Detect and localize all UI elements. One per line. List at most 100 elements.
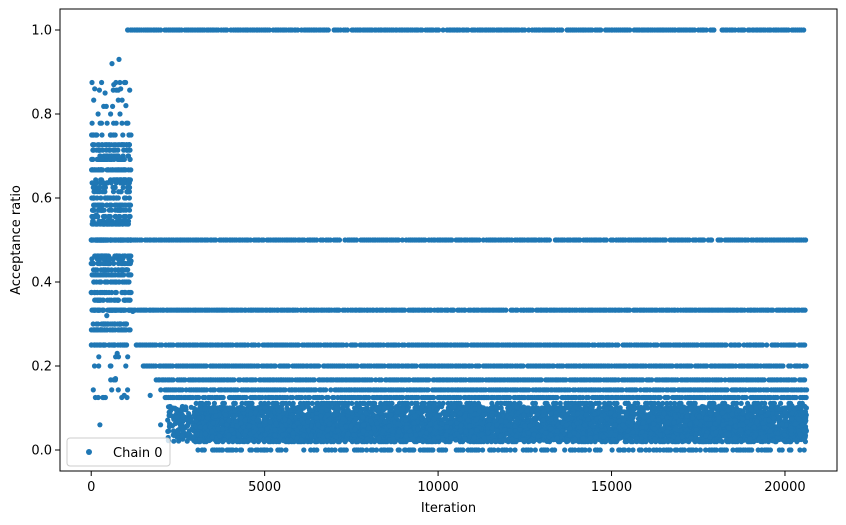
data-point <box>803 394 809 401</box>
data-point <box>603 237 610 243</box>
data-point <box>522 27 528 33</box>
data-point <box>503 307 509 313</box>
data-point <box>221 400 227 406</box>
data-point <box>138 237 145 243</box>
data-point <box>662 237 669 243</box>
data-point <box>314 237 320 243</box>
data-point <box>213 237 219 243</box>
data-point <box>354 237 360 243</box>
data-point <box>395 237 402 243</box>
data-point <box>401 342 407 348</box>
data-point <box>349 400 355 406</box>
data-point <box>436 27 442 33</box>
data-point <box>220 394 226 401</box>
data-point <box>476 237 482 243</box>
data-point <box>692 27 698 33</box>
data-point <box>256 342 262 348</box>
data-point <box>743 394 749 401</box>
data-point <box>596 400 603 406</box>
data-point <box>780 363 786 369</box>
data-point <box>577 237 583 243</box>
data-point <box>514 307 520 313</box>
data-point <box>426 377 432 383</box>
data-point <box>802 307 808 313</box>
data-point <box>323 387 329 393</box>
data-point <box>380 342 387 348</box>
scatter-points <box>88 27 810 453</box>
data-point <box>785 27 792 33</box>
data-point <box>465 27 471 33</box>
data-point <box>396 342 402 348</box>
data-point <box>709 237 715 243</box>
data-point <box>635 400 641 406</box>
data-point <box>344 27 350 33</box>
data-point <box>399 237 405 243</box>
data-point <box>738 400 744 406</box>
data-point <box>792 342 798 348</box>
data-point <box>792 377 798 383</box>
data-point <box>529 307 536 313</box>
data-point <box>229 342 236 348</box>
data-point <box>615 342 621 348</box>
data-point <box>440 27 446 33</box>
data-point <box>764 342 770 348</box>
data-point <box>158 27 164 33</box>
data-point <box>247 237 254 243</box>
data-point <box>711 27 717 33</box>
data-point <box>170 377 176 383</box>
data-point <box>598 27 604 33</box>
data-point <box>724 387 730 393</box>
data-point <box>520 363 526 369</box>
data-point <box>170 342 176 348</box>
data-point <box>422 237 428 243</box>
data-point <box>686 237 692 243</box>
data-point <box>538 377 544 383</box>
data-point <box>295 342 302 348</box>
data-point <box>419 27 425 33</box>
data-point <box>295 27 301 33</box>
data-point <box>532 400 539 406</box>
data-point <box>425 387 431 393</box>
data-point <box>449 237 455 243</box>
data-point <box>325 394 331 401</box>
data-point <box>266 27 272 33</box>
data-point <box>741 27 747 33</box>
data-point <box>159 342 165 348</box>
data-point <box>353 342 359 348</box>
data-point <box>554 394 560 401</box>
data-point <box>614 400 620 406</box>
data-point <box>736 342 742 348</box>
data-point <box>803 363 809 369</box>
data-point <box>336 237 343 243</box>
data-point <box>718 237 724 243</box>
data-point <box>260 237 266 243</box>
data-point <box>557 400 563 406</box>
data-point <box>770 307 776 313</box>
data-point <box>801 27 807 33</box>
data-point <box>231 377 237 383</box>
data-point <box>232 400 238 406</box>
data-point <box>546 237 553 243</box>
data-point <box>703 27 709 33</box>
data-point <box>327 237 333 243</box>
data-point <box>344 342 350 348</box>
data-point <box>802 377 808 383</box>
data-point <box>224 27 230 33</box>
data-point <box>336 307 342 313</box>
data-point <box>316 363 322 369</box>
data-point <box>402 307 408 313</box>
data-point <box>627 27 633 33</box>
data-point <box>657 394 663 401</box>
data-point <box>761 377 767 383</box>
data-point <box>451 307 457 313</box>
data-point <box>301 237 307 243</box>
data-point <box>723 342 729 348</box>
data-point <box>309 400 315 406</box>
data-point <box>245 342 251 348</box>
data-point <box>325 27 331 33</box>
data-point <box>413 363 419 369</box>
data-point <box>701 237 707 243</box>
data-point <box>627 307 633 313</box>
data-point <box>802 342 808 348</box>
